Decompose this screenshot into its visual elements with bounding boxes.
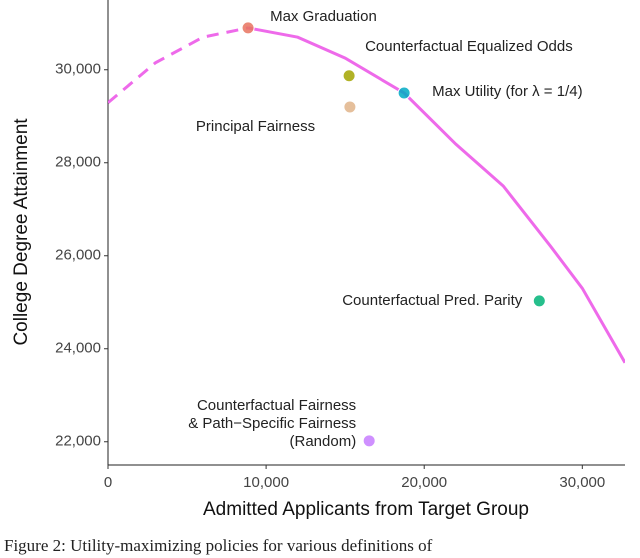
x-tick-label: 30,000	[559, 474, 605, 491]
y-tick-label: 24,000	[55, 340, 101, 357]
point-label: Counterfactual Pred. Parity	[342, 292, 523, 309]
y-tick-label: 26,000	[55, 247, 101, 264]
y-tick-label: 28,000	[55, 154, 101, 171]
x-tick-label: 0	[104, 474, 112, 491]
point-label: (Random)	[290, 433, 357, 450]
curve	[108, 26, 249, 104]
point-label: Max Utility (for λ = 1/4)	[432, 83, 582, 100]
point	[343, 100, 357, 114]
point-label: & Path−Specific Fairness	[188, 415, 356, 432]
point	[241, 21, 255, 35]
point	[342, 69, 356, 83]
point	[532, 294, 546, 308]
curve	[247, 26, 625, 364]
x-tick-label: 20,000	[401, 474, 447, 491]
point-label: Principal Fairness	[196, 118, 315, 135]
caption: Figure 2: Utility-maximizing policies fo…	[4, 536, 433, 555]
y-axis-title: College Degree Attainment	[11, 118, 32, 346]
x-axis-title: Admitted Applicants from Target Group	[203, 499, 529, 520]
point-label: Counterfactual Equalized Odds	[365, 38, 573, 55]
y-tick-label: 22,000	[55, 433, 101, 450]
point	[362, 434, 376, 448]
point-label: Max Graduation	[270, 8, 377, 25]
x-tick-label: 10,000	[243, 474, 289, 491]
point	[397, 86, 411, 100]
point-label: Counterfactual Fairness	[197, 397, 356, 414]
y-tick-label: 30,000	[55, 61, 101, 78]
